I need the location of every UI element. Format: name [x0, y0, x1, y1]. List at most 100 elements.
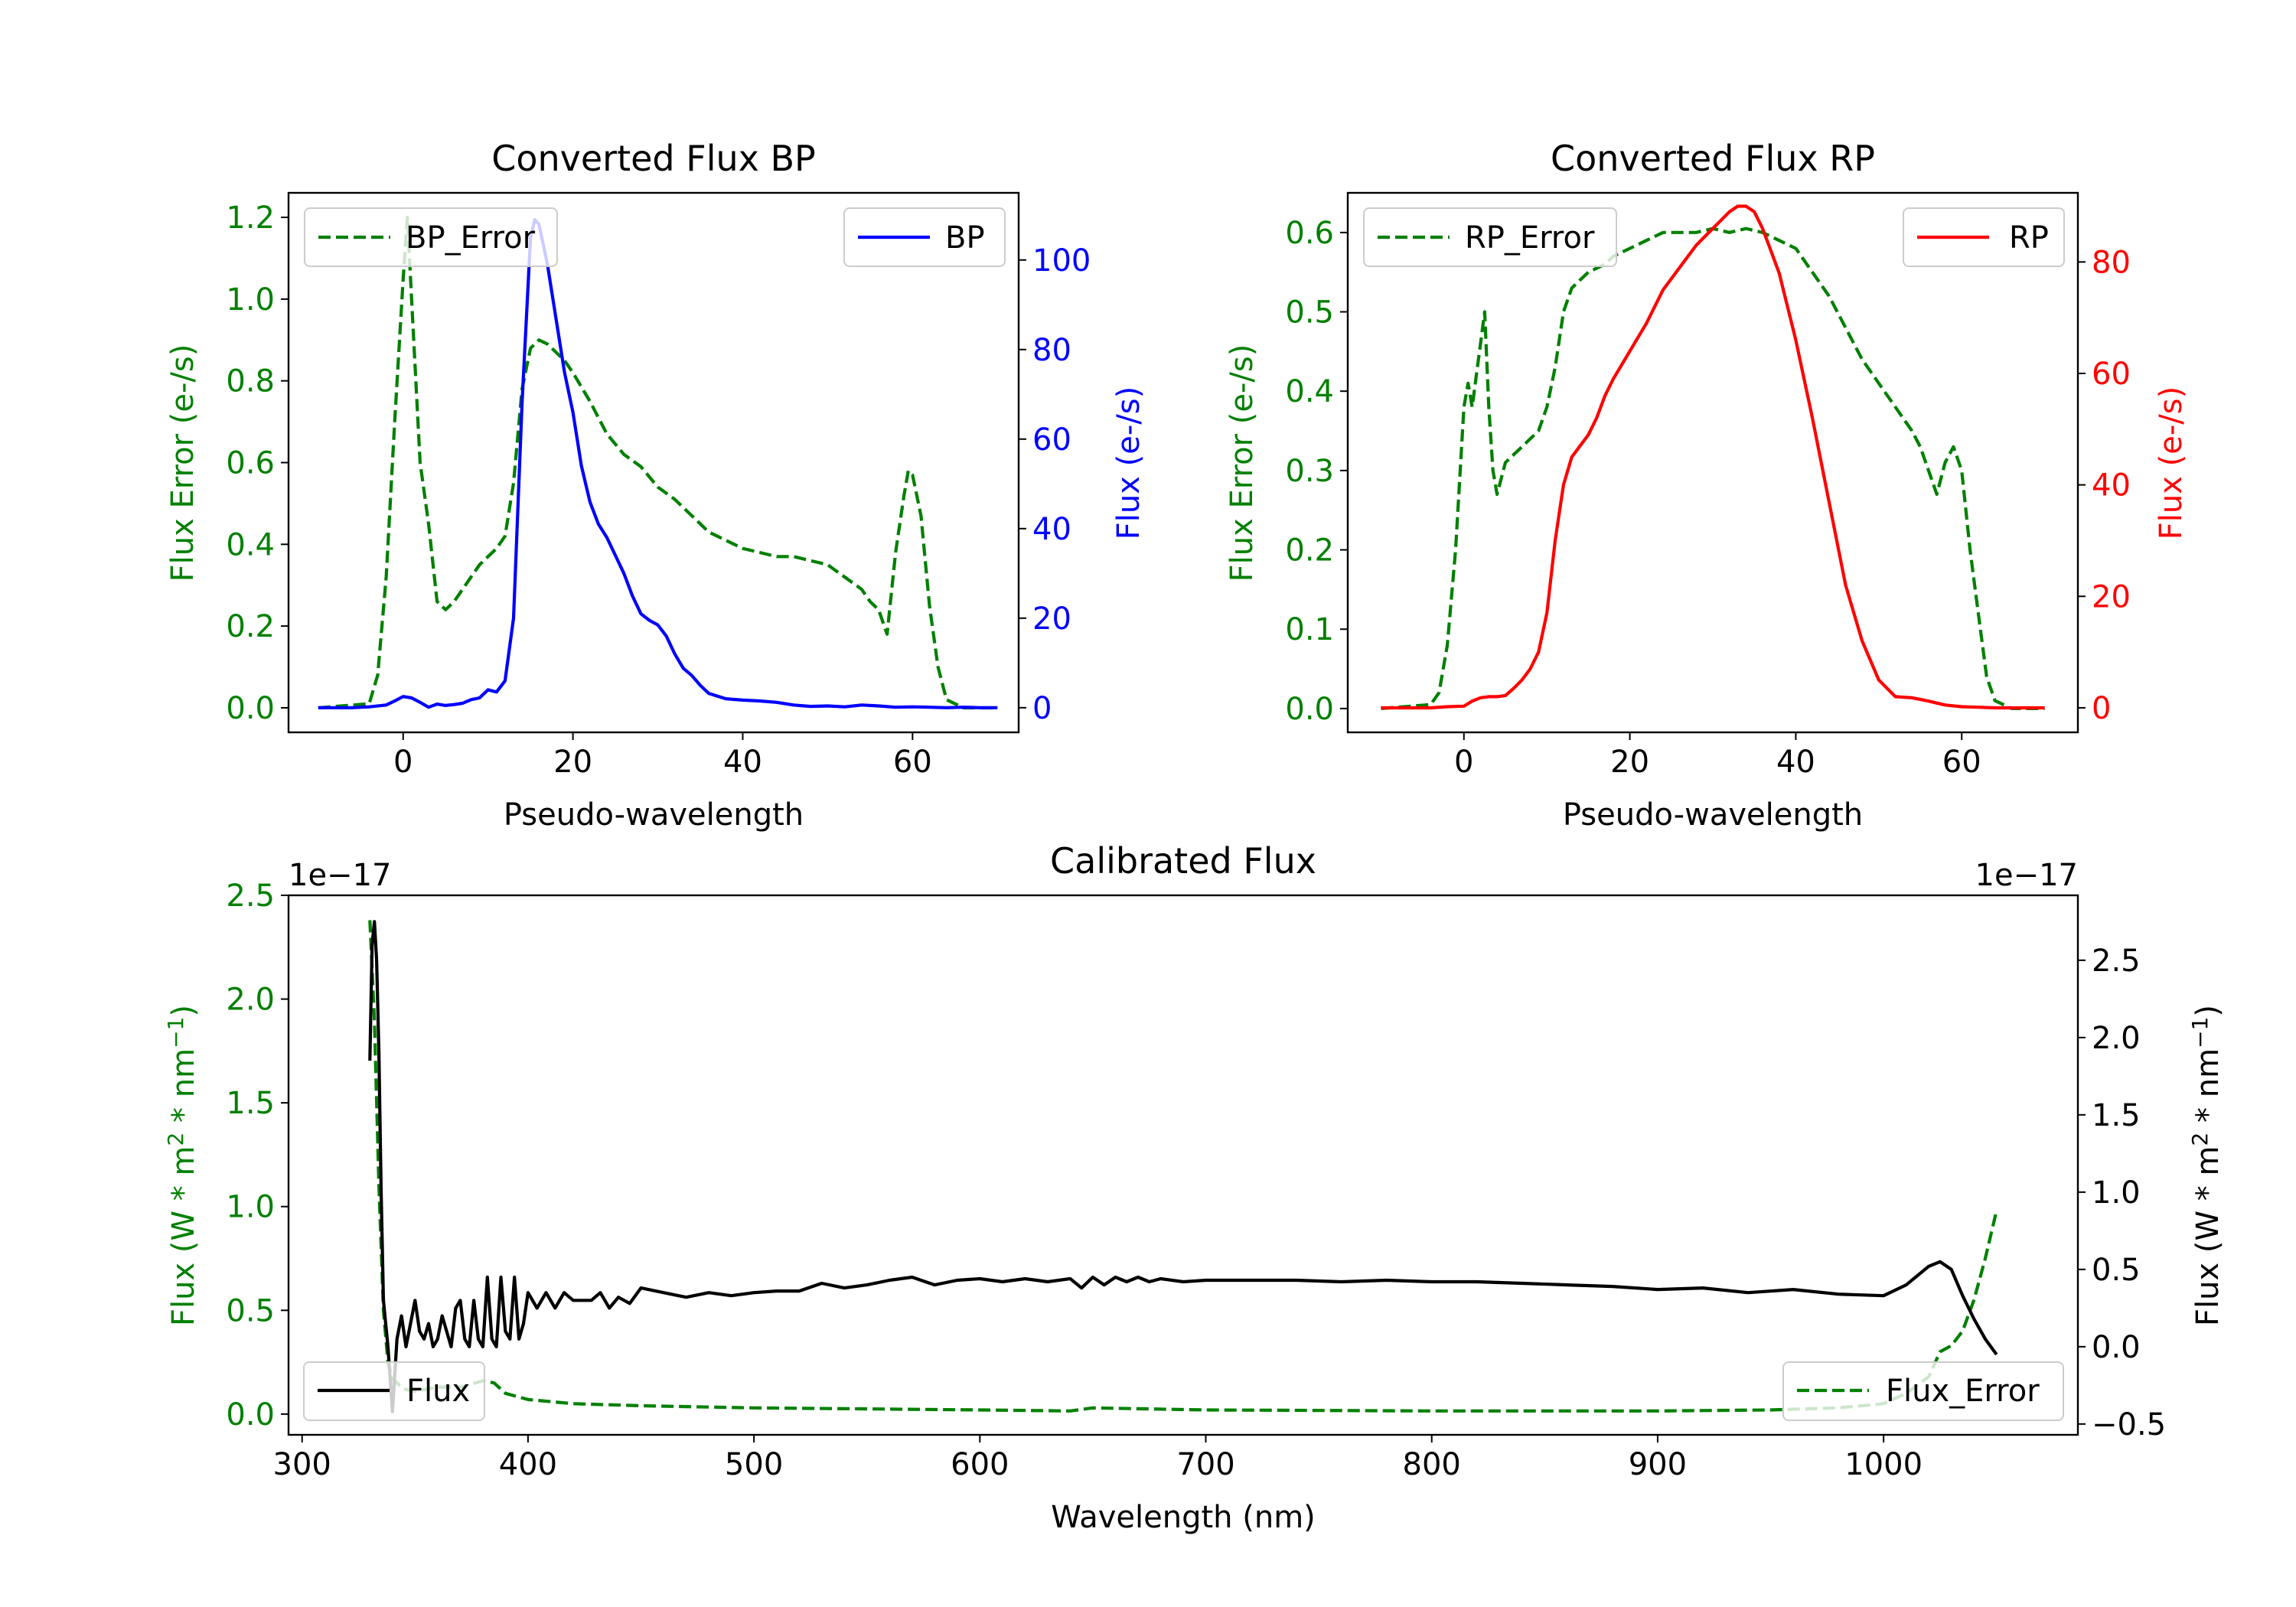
rp-left-ytick-label-0: 0.0 — [1285, 692, 1334, 727]
rp-legend-left-label: RP_Error — [1465, 220, 1595, 256]
cal-legend-left: Flux — [303, 1361, 485, 1421]
bp-right-ytick-label-5: 100 — [1032, 243, 1091, 279]
rp-right-ylabel: Flux (e-/s) — [2154, 386, 2189, 539]
rp-left-ytick-label-4: 0.4 — [1285, 374, 1334, 409]
bp-left-ytick-label-1: 0.2 — [226, 609, 275, 644]
cal-right-ytick-label-0: −0.5 — [2092, 1407, 2166, 1442]
rp-legend-left: RP_Error — [1363, 207, 1617, 267]
rp-xtick-label-40: 40 — [1776, 745, 1815, 780]
cal-series-flux-error — [368, 920, 1998, 1413]
bp-xtick-label-60: 60 — [893, 745, 932, 780]
bp-right-ytick-label-4: 80 — [1032, 333, 1071, 368]
cal-left-ylabel: Flux (W * m2 * nm−1) — [163, 1005, 201, 1326]
rp-right-ytick-label-0: 0 — [2092, 691, 2111, 726]
rp-legend-right: RP — [1903, 207, 2065, 267]
bp-xtick-label-20: 20 — [553, 745, 592, 780]
cal-right-ytick-label-4: 1.5 — [2092, 1098, 2141, 1133]
rp-left-ylabel: Flux Error (e-/s) — [1225, 344, 1260, 582]
cal-right-ylabel: Flux (W * m2 * nm−1) — [2187, 1005, 2226, 1326]
bp-series-bp — [318, 218, 998, 709]
rp-plot-frame — [1346, 191, 2079, 734]
rp-left-ytick-label-3: 0.3 — [1285, 454, 1334, 489]
cal-right-ytick-label-1: 0.0 — [2092, 1330, 2141, 1365]
bp-lines — [318, 215, 998, 710]
bp-right-ytick-label-0: 0 — [1032, 691, 1052, 726]
rp-xtick-label-0: 0 — [1454, 745, 1473, 780]
cal-right-ytick-label-6: 2.5 — [2092, 944, 2141, 979]
cal-series-flux — [368, 920, 1998, 1413]
rp-xtick-label-60: 60 — [1942, 745, 1981, 780]
cal-legend-right: Flux_Error — [1782, 1361, 2064, 1421]
cal-xtick-label-800: 800 — [1403, 1447, 1461, 1482]
cal-title: Calibrated Flux — [1050, 840, 1316, 882]
bp-left-ytick-label-4: 0.8 — [226, 364, 275, 399]
cal-right-ytick-label-3: 1.0 — [2092, 1175, 2141, 1211]
cal-left-ytick-label-3: 1.5 — [226, 1086, 275, 1121]
cal-xtick-label-600: 600 — [951, 1447, 1009, 1482]
bp-panel: Converted Flux BP Pseudo-wavelength Flux… — [165, 138, 1146, 833]
bp-legend-left: BP_Error — [304, 207, 558, 267]
cal-xtick-label-500: 500 — [725, 1447, 783, 1482]
rp-legend-right-label: RP — [2009, 220, 2049, 256]
cal-left-ytick-label-0: 0.0 — [226, 1397, 275, 1433]
cal-legend-right-box — [1782, 1361, 2064, 1421]
cal-left-offset: 1e−17 — [289, 858, 391, 893]
cal-lines — [368, 920, 1998, 1413]
bp-legend-right-label: BP — [945, 220, 985, 256]
rp-series-rp-error — [1381, 227, 2045, 711]
bp-left-ytick-label-0: 0.0 — [226, 691, 275, 726]
cal-left-ytick-label-5: 2.5 — [226, 878, 275, 914]
bp-ticks: 0 20 40 60 0.0 0.2 0.4 0.6 0.8 1.0 1.2 0 20 40 60 80 100 — [226, 200, 1091, 780]
bp-xtick-label-40: 40 — [723, 745, 762, 780]
bp-series-bp-error — [318, 215, 998, 710]
rp-left-ytick-label-6: 0.6 — [1285, 216, 1334, 251]
cal-plot-frame — [287, 894, 2079, 1436]
cal-right-ytick-label-2: 0.5 — [2092, 1253, 2141, 1288]
cal-left-ytick-label-1: 0.5 — [226, 1293, 275, 1328]
bp-right-ylabel: Flux (e-/s) — [1111, 386, 1146, 539]
bp-legend-left-box — [304, 207, 558, 267]
rp-right-ytick-label-2: 40 — [2092, 468, 2131, 504]
cal-legend-left-box — [303, 1361, 485, 1421]
rp-left-ytick-label-1: 0.1 — [1285, 612, 1334, 647]
cal-right-offset: 1e−17 — [1975, 858, 2078, 893]
cal-left-ytick-label-4: 2.0 — [226, 983, 275, 1018]
rp-xlabel: Pseudo-wavelength — [1563, 797, 1863, 833]
cal-xtick-label-300: 300 — [273, 1447, 331, 1482]
bp-left-ytick-label-5: 1.0 — [226, 282, 275, 318]
calibrated-panel: Calibrated Flux Wavelength (nm) 1e−17 1e… — [163, 840, 2226, 1535]
bp-left-ytick-label-3: 0.6 — [226, 446, 275, 481]
rp-series-rp — [1381, 204, 2045, 710]
bp-left-ytick-label-6: 1.2 — [226, 200, 275, 236]
cal-left-ytick-label-2: 1.0 — [226, 1190, 275, 1225]
cal-xtick-label-400: 400 — [499, 1447, 557, 1482]
rp-legend-left-box — [1363, 207, 1617, 267]
cal-right-ytick-label-5: 2.0 — [2092, 1021, 2141, 1056]
cal-legend-right-label: Flux_Error — [1886, 1374, 2040, 1409]
cal-xtick-label-900: 900 — [1629, 1447, 1687, 1482]
rp-ticks: 0 20 40 60 0.0 0.1 0.2 0.3 0.4 0.5 0.6 0 20 40 60 80 — [1285, 216, 2131, 780]
bp-right-ytick-label-3: 60 — [1032, 422, 1071, 458]
bp-right-ytick-label-1: 20 — [1032, 601, 1071, 637]
rp-right-ytick-label-1: 20 — [2092, 579, 2131, 614]
cal-legend-left-label: Flux — [406, 1374, 470, 1409]
rp-left-ytick-label-2: 0.2 — [1285, 533, 1334, 569]
rp-right-ytick-label-4: 80 — [2092, 245, 2131, 280]
bp-plot-frame — [287, 191, 1020, 734]
bp-xlabel: Pseudo-wavelength — [504, 797, 804, 833]
cal-xlabel: Wavelength (nm) — [1051, 1500, 1316, 1535]
bp-legend-left-label: BP_Error — [406, 220, 536, 256]
bp-title: Converted Flux BP — [491, 138, 816, 179]
bp-legend-right: BP — [843, 207, 1006, 267]
rp-right-ytick-label-3: 60 — [2092, 357, 2131, 392]
bp-left-ylabel: Flux Error (e-/s) — [165, 344, 201, 582]
rp-left-ytick-label-5: 0.5 — [1285, 295, 1334, 331]
bp-left-ytick-label-2: 0.4 — [226, 527, 275, 562]
rp-panel: Converted Flux RP Pseudo-wavelength Flux… — [1225, 138, 2189, 833]
cal-xtick-label-700: 700 — [1176, 1447, 1234, 1482]
rp-title: Converted Flux RP — [1551, 138, 1875, 179]
cal-xtick-label-1000: 1000 — [1844, 1447, 1923, 1482]
bp-xtick-label-0: 0 — [393, 745, 413, 780]
rp-lines — [1381, 204, 2045, 711]
